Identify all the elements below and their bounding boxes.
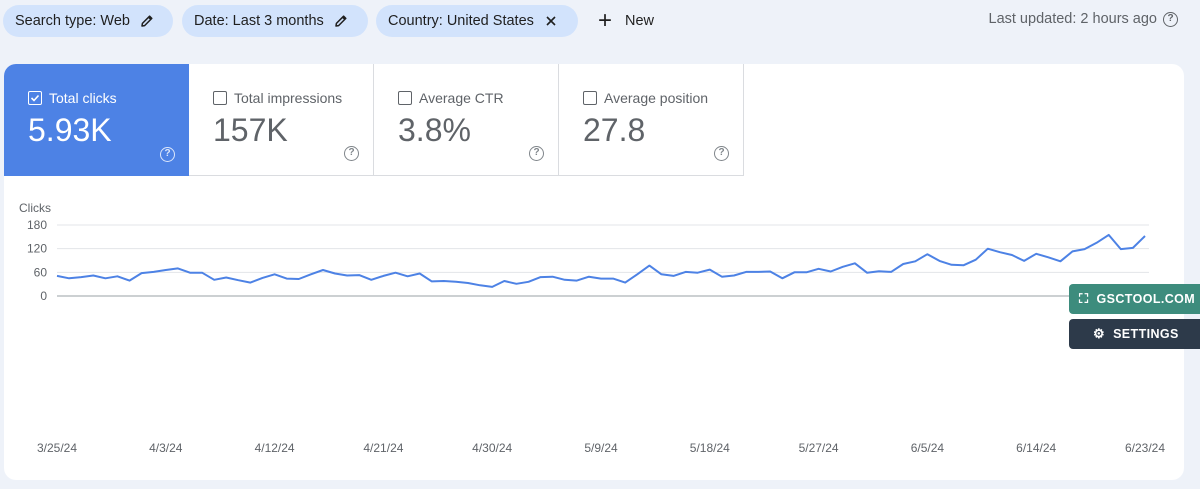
metric-label-row: Total impressions	[213, 90, 342, 106]
clicks-chart[interactable]: Clicks 0 60 120 180 3/25/24 4/3/24 4/12/24 4/21/…	[4, 194, 1184, 480]
metric-label: Average position	[604, 90, 709, 106]
x-tick-label: 4/3/24	[149, 441, 183, 455]
gear-icon: ⚙	[1093, 326, 1106, 341]
checkbox-icon[interactable]	[583, 91, 597, 105]
new-filter-button[interactable]: + New	[598, 5, 654, 37]
y-tick-label: 0	[40, 289, 47, 303]
y-tick-label: 120	[27, 242, 47, 256]
clicks-series-line	[56, 233, 1146, 288]
x-tick-label: 6/23/24	[1125, 441, 1165, 455]
metric-value: 5.93K	[28, 112, 112, 148]
help-icon[interactable]: ?	[1163, 11, 1178, 27]
chip-label: Country: United States	[388, 13, 534, 29]
metric-average-ctr[interactable]: Average CTR 3.8% ?	[374, 64, 559, 176]
last-updated: Last updated: 2 hours ago ?	[988, 11, 1178, 27]
settings-button[interactable]: ⚙ SETTINGS	[1069, 319, 1200, 349]
pencil-icon[interactable]	[334, 14, 348, 28]
metric-total-clicks[interactable]: Total clicks 5.93K ?	[4, 64, 189, 176]
x-tick-label: 4/12/24	[255, 441, 295, 455]
settings-label: SETTINGS	[1113, 327, 1179, 341]
help-icon[interactable]: ?	[529, 146, 544, 161]
metric-label: Total impressions	[234, 90, 343, 106]
expand-icon: ⛶	[1079, 291, 1089, 306]
metric-average-position[interactable]: Average position 27.8 ?	[559, 64, 744, 176]
filter-chip-date[interactable]: Date: Last 3 months	[182, 5, 368, 37]
y-axis-label: Clicks	[19, 201, 51, 215]
chip-label: Date: Last 3 months	[194, 13, 324, 29]
x-tick-label: 4/30/24	[472, 441, 512, 455]
metric-label: Average CTR	[419, 90, 504, 106]
x-tick-label: 6/5/24	[911, 441, 945, 455]
checkbox-icon[interactable]	[213, 91, 227, 105]
pencil-icon[interactable]	[140, 14, 154, 28]
filter-bar: Search type: Web Date: Last 3 months Cou…	[0, 0, 1200, 42]
help-icon[interactable]: ?	[344, 146, 359, 161]
gsctool-label: GSCTOOL.COM	[1096, 292, 1196, 306]
plus-icon: +	[598, 7, 613, 34]
metric-label-row: Average CTR	[398, 90, 504, 106]
gsctool-button[interactable]: ⛶ GSCTOOL.COM	[1069, 284, 1200, 314]
checkbox-icon[interactable]	[398, 91, 412, 105]
metric-label: Total clicks	[49, 90, 117, 106]
chip-label: Search type: Web	[15, 13, 130, 29]
filter-chip-country[interactable]: Country: United States	[376, 5, 578, 37]
metric-value: 3.8%	[398, 112, 471, 148]
y-tick-label: 60	[34, 265, 48, 279]
checkbox-checked-icon[interactable]	[28, 91, 42, 105]
metric-label-row: Average position	[583, 90, 708, 106]
x-tick-label: 4/21/24	[363, 441, 403, 455]
close-icon[interactable]	[544, 14, 558, 28]
help-icon[interactable]: ?	[160, 147, 175, 162]
x-tick-label: 5/18/24	[690, 441, 730, 455]
metric-value: 157K	[213, 112, 288, 148]
new-filter-label: New	[625, 13, 655, 29]
y-tick-label: 180	[27, 218, 47, 232]
metric-value: 27.8	[583, 112, 646, 148]
performance-card: Total clicks 5.93K ? Total impressions 1…	[4, 64, 1184, 480]
filter-chip-search-type[interactable]: Search type: Web	[3, 5, 173, 37]
last-updated-text: Last updated: 2 hours ago	[988, 11, 1158, 27]
metric-label-row: Total clicks	[28, 90, 117, 106]
help-icon[interactable]: ?	[714, 146, 729, 161]
metric-total-impressions[interactable]: Total impressions 157K ?	[189, 64, 374, 176]
x-tick-label: 3/25/24	[37, 441, 77, 455]
x-tick-label: 6/14/24	[1016, 441, 1056, 455]
x-tick-label: 5/9/24	[584, 441, 618, 455]
x-tick-label: 5/27/24	[799, 441, 839, 455]
